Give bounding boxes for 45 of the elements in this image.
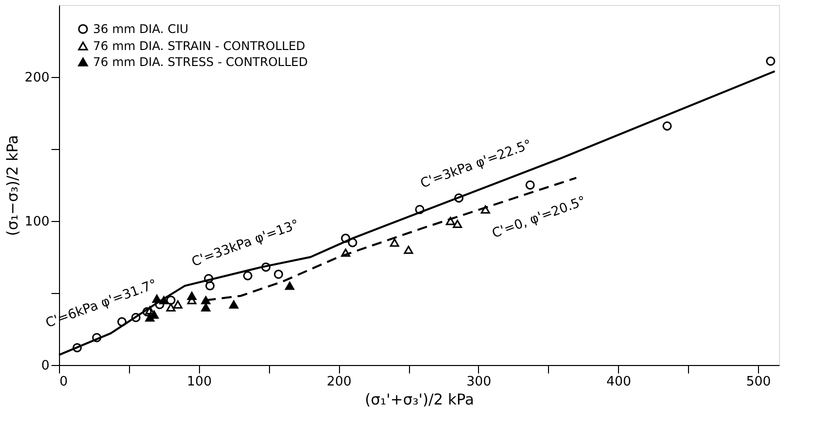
point <box>243 271 252 280</box>
point <box>229 300 238 309</box>
point <box>526 180 535 190</box>
point <box>340 234 350 243</box>
y-tick-label: 0 <box>41 358 50 374</box>
point <box>201 303 210 312</box>
point <box>92 333 102 342</box>
legend-label: 36 mm DIA. CIU <box>93 22 188 36</box>
point <box>480 205 490 214</box>
x-tick-label: 300 <box>466 374 492 390</box>
point <box>662 121 672 131</box>
point <box>117 317 127 326</box>
point <box>415 204 424 214</box>
point <box>72 343 82 352</box>
point <box>159 296 168 304</box>
x-tick-label: 500 <box>746 374 771 390</box>
point <box>446 216 456 226</box>
point <box>404 246 414 254</box>
x-tick-label: 100 <box>186 374 212 390</box>
point <box>205 281 215 290</box>
point <box>261 262 271 272</box>
point <box>340 248 350 257</box>
x-tick-label: 0 <box>60 374 68 390</box>
x-tick-label: 200 <box>326 374 352 390</box>
legend-label: 76 mm DIA. STRESS - CONTROLLED <box>93 55 308 69</box>
x-axis-title: (σ₁'+σ₃')/2 kPa <box>364 390 474 408</box>
y-axis-title: (σ₁−σ₃)/2 kPa <box>4 135 22 236</box>
point <box>166 296 176 305</box>
point <box>390 238 400 247</box>
legend-label: 76 mm DIA. STRAIN - CONTROLLED <box>93 39 306 53</box>
point <box>285 282 294 290</box>
point <box>766 56 776 66</box>
point <box>274 270 284 279</box>
point <box>187 292 196 300</box>
point <box>201 296 210 304</box>
point <box>173 300 182 309</box>
point <box>131 312 141 322</box>
point <box>454 193 464 203</box>
point <box>348 238 358 248</box>
point <box>452 220 462 228</box>
y-tick-label: 100 <box>24 214 50 230</box>
point <box>204 274 214 284</box>
x-tick-label: 400 <box>606 374 632 390</box>
y-tick-label: 200 <box>24 70 50 86</box>
point <box>166 303 176 312</box>
